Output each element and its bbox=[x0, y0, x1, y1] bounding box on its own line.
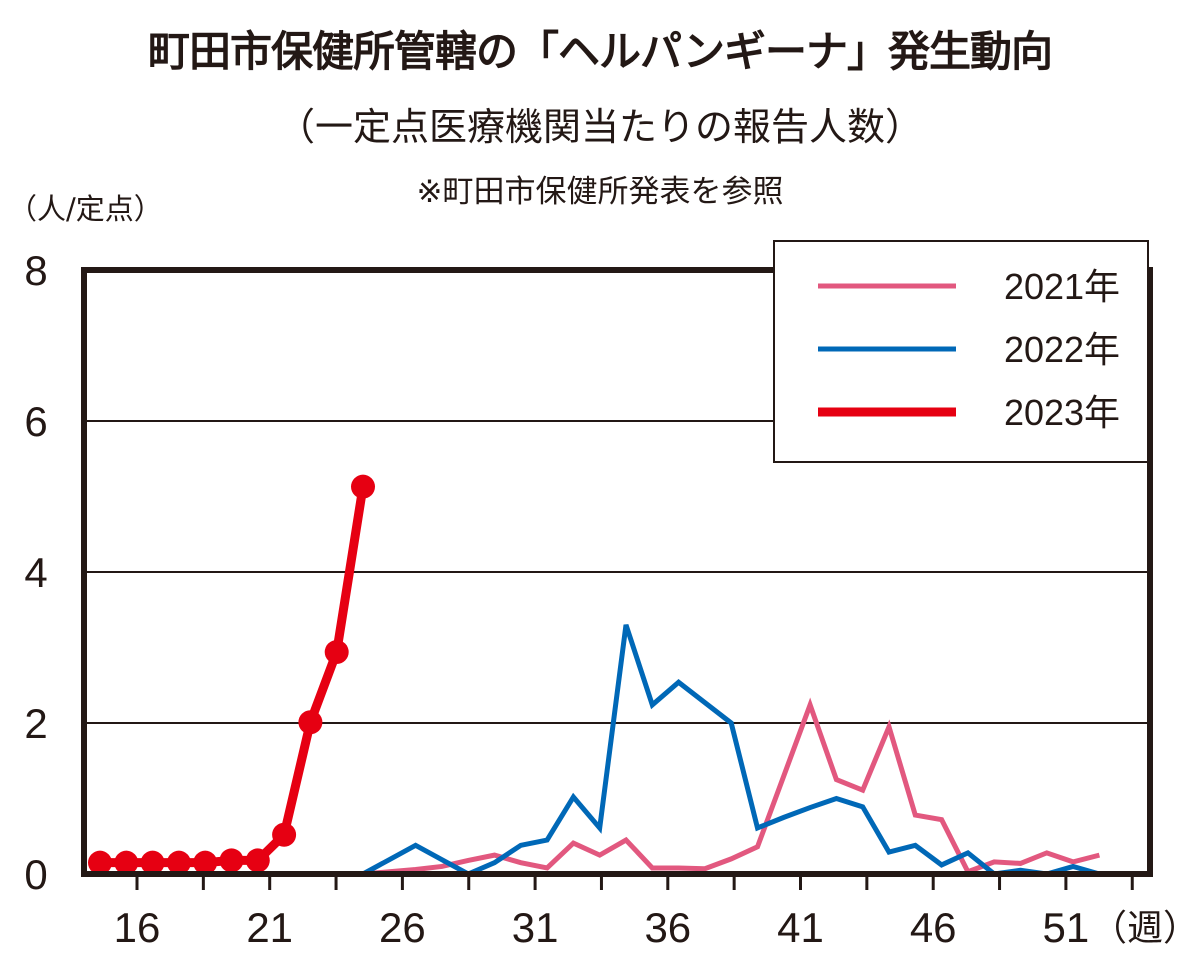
legend-label: 2021年 bbox=[1004, 266, 1120, 307]
data-point bbox=[272, 822, 297, 847]
data-point bbox=[166, 850, 191, 875]
y-tick-label: 4 bbox=[24, 549, 47, 596]
x-tick-label: 41 bbox=[777, 904, 824, 951]
y-tick-label: 0 bbox=[24, 851, 47, 898]
chart-subtitle: （一定点医療機関当たりの報告人数） bbox=[276, 105, 923, 149]
data-point bbox=[245, 848, 270, 873]
y-tick-label: 8 bbox=[24, 247, 47, 294]
series-2022年 bbox=[361, 624, 1101, 877]
x-tick-label: 46 bbox=[910, 904, 957, 951]
plot-frame bbox=[81, 267, 1153, 877]
x-tick-label: 51 bbox=[1043, 904, 1090, 951]
legend-label: 2022年 bbox=[1004, 329, 1120, 370]
chart-title: 町田市保健所管轄の「ヘルパンギーナ」発生動向 bbox=[147, 27, 1053, 76]
y-axis-label: （人/定点） bbox=[8, 192, 163, 226]
data-point bbox=[193, 850, 218, 875]
data-point bbox=[88, 850, 112, 875]
legend: 2021年 2022年 2023年 bbox=[773, 240, 1149, 463]
x-tick-label: 26 bbox=[379, 904, 426, 951]
legend-label: 2023年 bbox=[1004, 392, 1120, 433]
x-tick-label: 31 bbox=[512, 904, 559, 951]
x-axis-label: （週） bbox=[1091, 907, 1199, 948]
data-point bbox=[298, 710, 323, 735]
data-point bbox=[219, 848, 244, 873]
x-tick-label: 21 bbox=[246, 904, 293, 951]
data-point bbox=[351, 474, 375, 499]
y-tick-label: 2 bbox=[24, 700, 47, 747]
data-point bbox=[114, 850, 139, 875]
x-tick-label: 16 bbox=[114, 904, 161, 951]
series-2021年 bbox=[362, 697, 1101, 877]
chart-note: ※町田市保健所発表を参照 bbox=[416, 174, 784, 210]
data-point bbox=[324, 640, 349, 665]
data-point bbox=[140, 850, 165, 875]
series-2023年 bbox=[88, 474, 375, 875]
series-line bbox=[361, 624, 1101, 877]
x-tick-label: 36 bbox=[644, 904, 691, 951]
series-line bbox=[100, 485, 368, 868]
y-tick-label: 6 bbox=[24, 398, 47, 445]
series-line bbox=[362, 697, 1101, 877]
